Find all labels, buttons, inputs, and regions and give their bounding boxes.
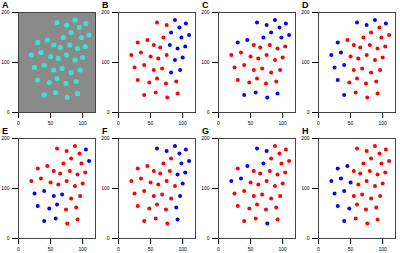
svg-text:100: 100 bbox=[201, 59, 210, 65]
svg-text:100: 100 bbox=[78, 120, 87, 127]
svg-text:0: 0 bbox=[7, 235, 10, 241]
svg-text:50: 50 bbox=[247, 120, 254, 127]
html-text:F: F bbox=[102, 126, 108, 136]
svg-text:50: 50 bbox=[147, 120, 154, 127]
svg-text:200: 200 bbox=[1, 135, 10, 141]
svg-text:0: 0 bbox=[107, 109, 110, 115]
svg-text:100: 100 bbox=[278, 120, 287, 127]
svg-text:100: 100 bbox=[278, 246, 287, 252]
svg-text:200: 200 bbox=[301, 9, 310, 15]
html-text:G: G bbox=[202, 126, 209, 136]
svg-text:0: 0 bbox=[317, 120, 320, 127]
svg-text:200: 200 bbox=[101, 9, 110, 15]
svg-text:200: 200 bbox=[1, 9, 10, 15]
svg-text:100: 100 bbox=[1, 185, 10, 191]
svg-text:0: 0 bbox=[217, 120, 220, 127]
svg-text:0: 0 bbox=[7, 109, 10, 115]
svg-text:100: 100 bbox=[178, 246, 187, 252]
svg-text:200: 200 bbox=[101, 135, 110, 141]
svg-text:0: 0 bbox=[307, 235, 310, 241]
svg-text:0: 0 bbox=[217, 246, 220, 252]
svg-text:0: 0 bbox=[107, 235, 110, 241]
svg-text:0: 0 bbox=[117, 120, 120, 127]
svg-text:50: 50 bbox=[348, 246, 354, 252]
svg-text:0: 0 bbox=[17, 246, 20, 252]
html-text:A: A bbox=[2, 0, 9, 10]
svg-text:100: 100 bbox=[378, 246, 387, 252]
svg-text:200: 200 bbox=[201, 9, 210, 15]
svg-text:50: 50 bbox=[47, 120, 54, 127]
svg-text:50: 50 bbox=[48, 246, 54, 252]
html-text:B: B bbox=[102, 0, 109, 10]
svg-text:100: 100 bbox=[78, 246, 87, 252]
svg-text:100: 100 bbox=[201, 185, 210, 191]
svg-text:100: 100 bbox=[1, 59, 10, 65]
svg-text:100: 100 bbox=[301, 59, 310, 65]
svg-text:200: 200 bbox=[301, 135, 310, 141]
svg-text:50: 50 bbox=[148, 246, 154, 252]
svg-text:100: 100 bbox=[178, 120, 187, 127]
html-text:D: D bbox=[302, 0, 309, 10]
svg-text:100: 100 bbox=[101, 185, 110, 191]
svg-text:50: 50 bbox=[248, 246, 254, 252]
svg-text:0: 0 bbox=[317, 246, 320, 252]
html-text:H: H bbox=[302, 126, 309, 136]
svg-text:50: 50 bbox=[347, 120, 354, 127]
svg-text:0: 0 bbox=[207, 235, 210, 241]
svg-text:100: 100 bbox=[101, 59, 110, 65]
svg-text:0: 0 bbox=[307, 109, 310, 115]
svg-text:0: 0 bbox=[207, 109, 210, 115]
svg-text:0: 0 bbox=[17, 120, 20, 127]
svg-text:0: 0 bbox=[117, 246, 120, 252]
svg-text:100: 100 bbox=[301, 185, 310, 191]
html-text:C: C bbox=[202, 0, 209, 10]
svg-text:200: 200 bbox=[201, 135, 210, 141]
svg-text:100: 100 bbox=[378, 120, 387, 127]
html-text:E: E bbox=[2, 126, 8, 136]
